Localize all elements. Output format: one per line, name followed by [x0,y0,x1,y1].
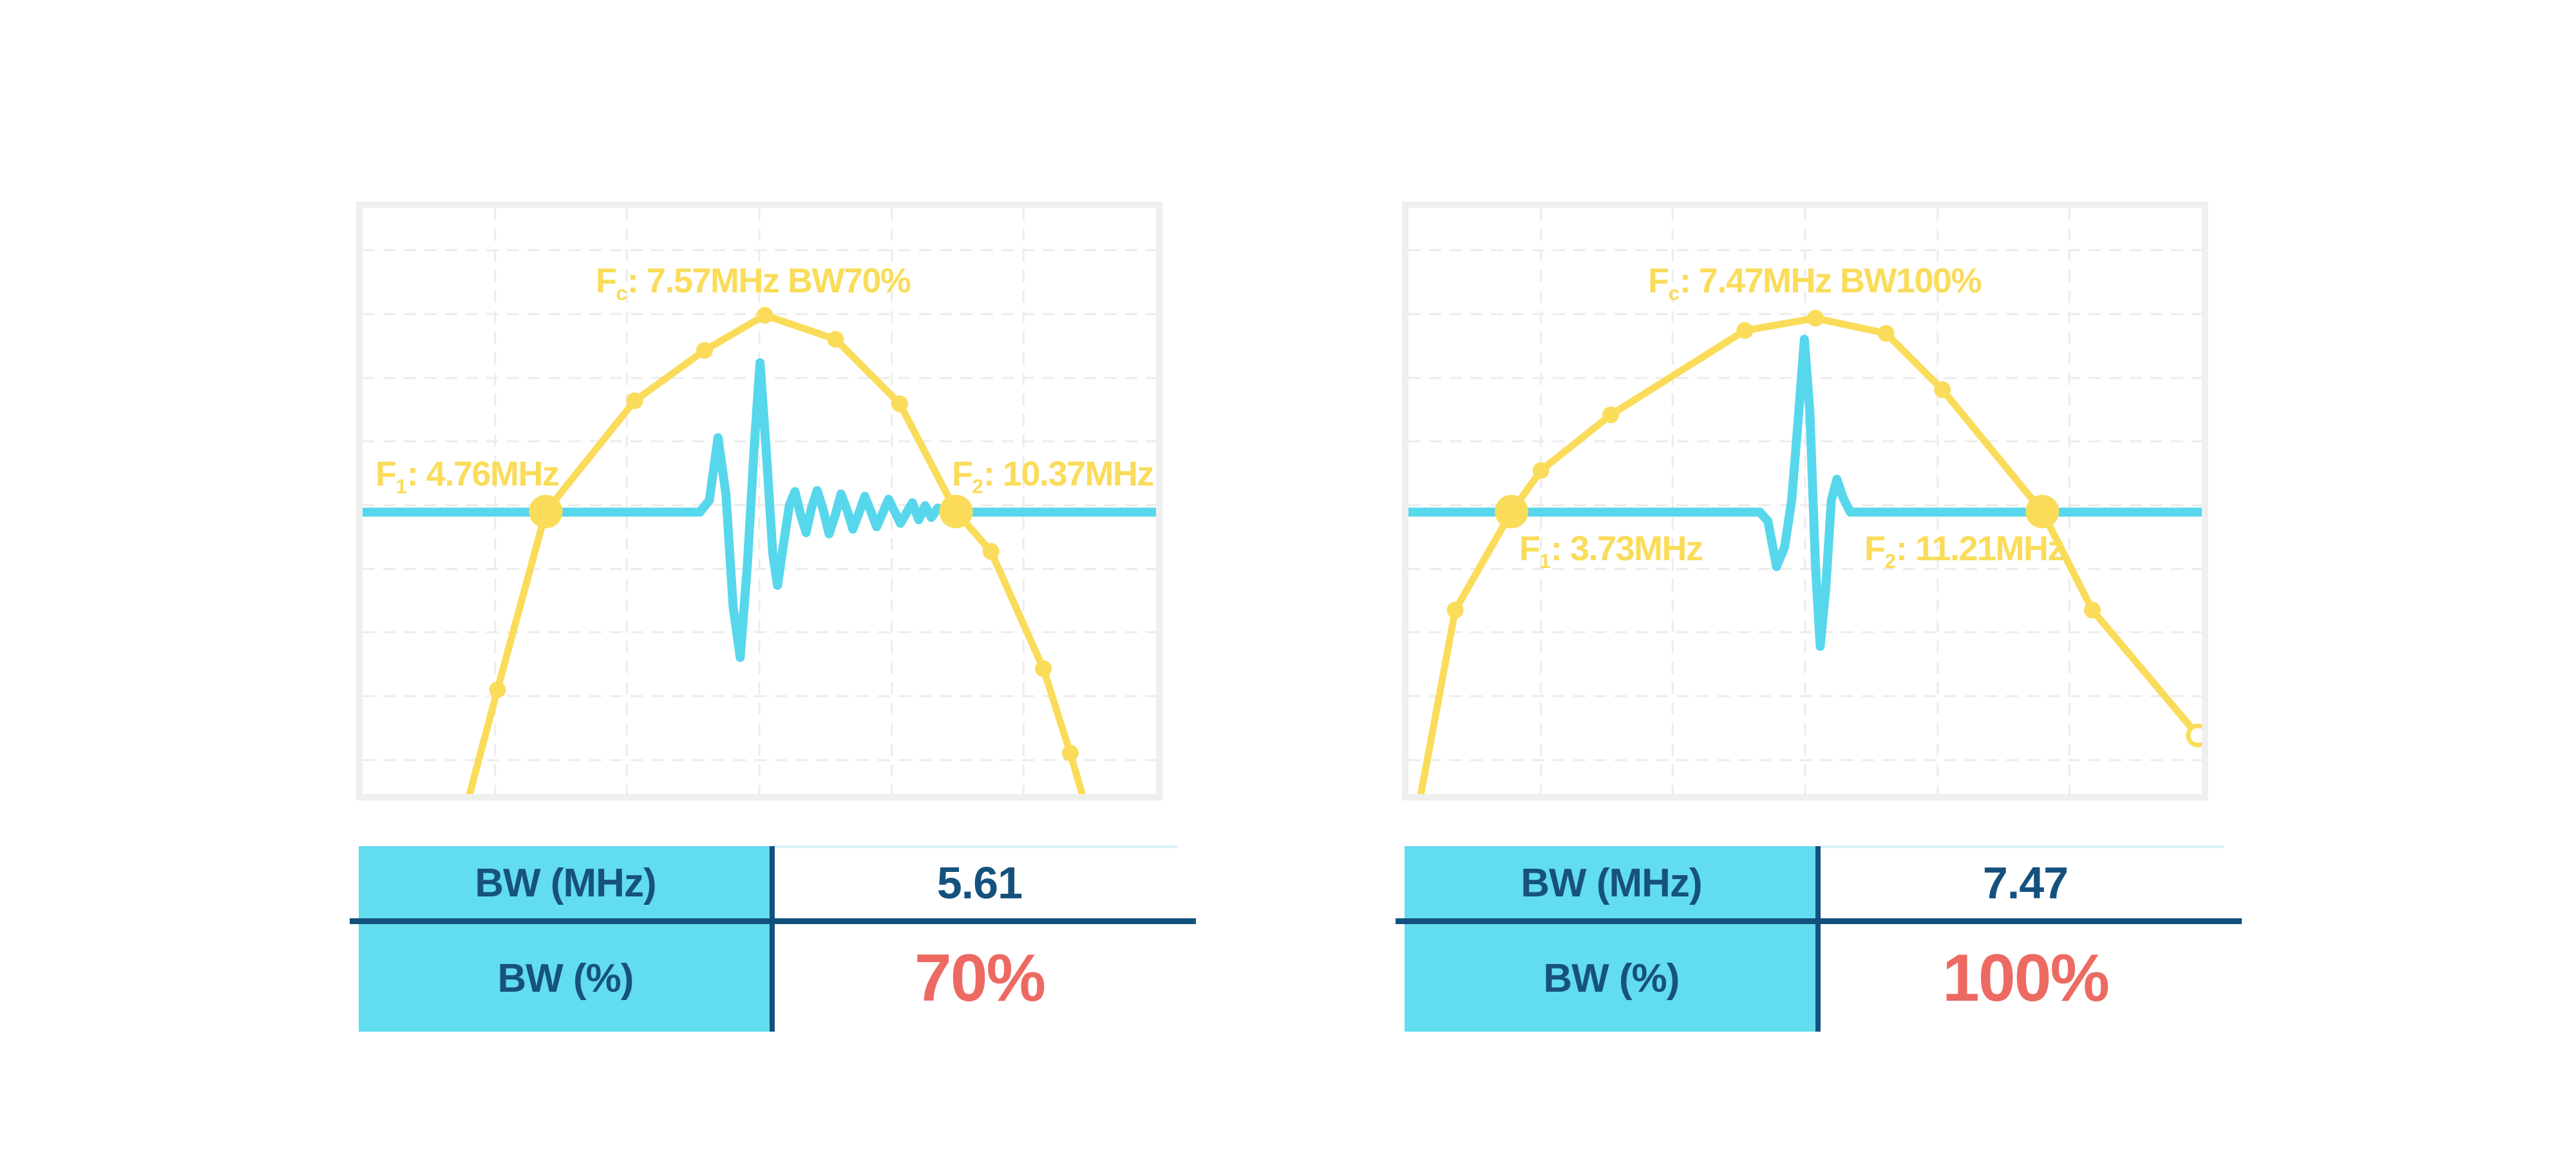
bw-pct-label: BW (%) [1543,956,1680,1001]
table-label-column: BW (MHz) BW (%) [1405,846,1818,1032]
center-frequency-annotation: Fc: 7.57MHz BW70% [596,263,911,303]
f2-subscript: 2 [972,475,983,498]
low-frequency-annotation: F1: 3.73MHz [1519,531,1703,571]
high-frequency-annotation: F2: 11.21MHz [1864,529,2065,572]
bw-mhz-label: BW (MHz) [1520,860,1702,905]
f1-symbol: F [1519,529,1540,568]
pulse-spectrum-chart-100pct: Fc: 7.47MHz BW100% F1: 3.73MHz F2: 11.21… [1402,202,2208,800]
bw-pct-value: 70% [914,940,1046,1016]
f1-text: : 4.76MHz [406,455,560,493]
f2-text: : 11.21MHz [1895,529,2065,568]
spectrum-pulse-plot [363,208,1156,794]
f1-symbol: F [375,455,397,493]
fc-text: : 7.57MHz BW70% [627,261,911,300]
center-frequency-annotation: Fc: 7.47MHz BW100% [1648,261,1982,305]
pulse-spectrum-chart-70pct: Fc: 7.57MHz BW70% F1: 4.76MHz F2: 10.37M… [356,202,1162,800]
bw-mhz-value: 7.47 [1982,858,2069,908]
fc-subscript: c [1668,281,1680,305]
spectrum-pulse-plot [1408,208,2202,794]
bw-pct-value: 100% [1942,940,2110,1016]
f2-subscript: 2 [1884,549,1896,572]
table-label-column: BW (MHz) BW (%) [359,846,772,1032]
table-top-border [1818,846,2224,848]
fc-symbol: F [596,261,617,300]
bw-pct-label: BW (%) [497,956,634,1001]
table-value-column: 7.47 100% [1818,846,2233,1032]
bandwidth-table: BW (MHz) BW (%) 5.61 70% [350,846,1200,1032]
low-frequency-annotation: F1: 4.76MHz [375,455,560,498]
f2-symbol: F [1864,529,1886,568]
f1-subscript: 1 [1539,549,1551,572]
fc-text: : 7.47MHz BW100% [1679,261,1982,300]
f1-text: : 3.73MHz [1550,529,1703,568]
f2-text: : 10.37MHz [983,455,1155,493]
table-value-column: 5.61 70% [772,846,1187,1032]
table-column-divider [1815,846,1821,1032]
high-frequency-annotation: F2: 10.37MHz [952,455,1155,498]
f1-subscript: 1 [395,475,407,498]
fc-subscript: c [616,281,627,305]
table-column-divider [770,846,775,1032]
bw-mhz-label: BW (MHz) [475,860,656,905]
fc-symbol: F [1648,261,1669,300]
f2-symbol: F [952,455,973,493]
table-top-border [772,846,1178,848]
bw-mhz-value: 5.61 [936,858,1023,908]
bandwidth-table: BW (MHz) BW (%) 7.47 100% [1396,846,2246,1032]
